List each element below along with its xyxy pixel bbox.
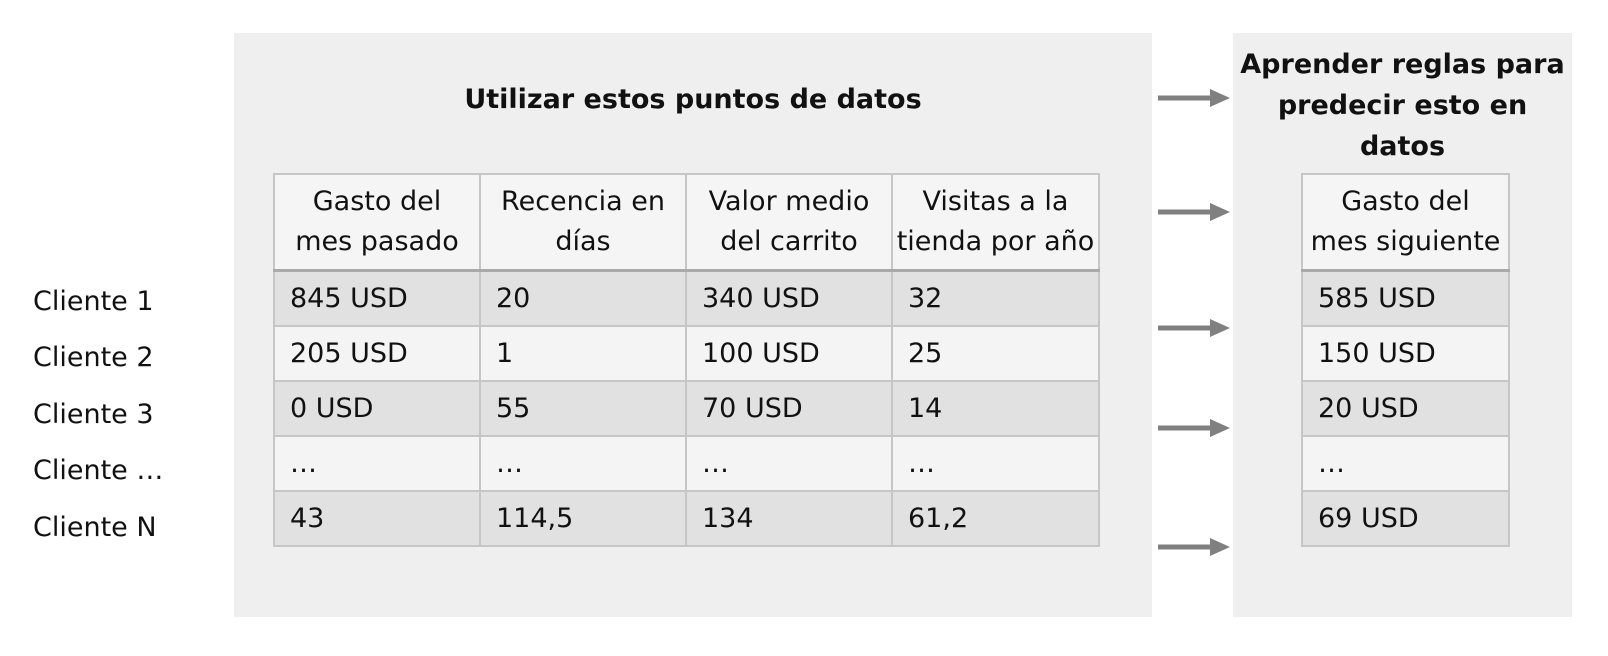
table-cell: 20 USD — [1301, 380, 1510, 437]
input-data-table: Gasto del mes pasado Recencia en días Valo… — [273, 173, 1100, 547]
table-cell: 69 USD — [1301, 490, 1510, 547]
right-arrow-icon — [1158, 538, 1230, 556]
right-arrow-icon — [1158, 203, 1230, 221]
table-cell: 114,5 — [479, 490, 687, 547]
table-row: 69 USD — [1301, 490, 1510, 547]
table-header-row: Gasto del mes siguiente — [1301, 173, 1510, 272]
table-cell: 100 USD — [685, 325, 893, 382]
table-cell: 14 — [891, 380, 1100, 437]
table-row: … — [1301, 435, 1510, 492]
table-cell: 585 USD — [1301, 269, 1510, 327]
table-row: 585 USD — [1301, 269, 1510, 327]
table-row: 150 USD — [1301, 325, 1510, 382]
table-row: 0 USD 55 70 USD 14 — [273, 380, 1100, 437]
table-cell: … — [273, 435, 481, 492]
target-data-table: Gasto del mes siguiente 585 USD 150 USD 2… — [1301, 173, 1510, 547]
table-cell: 70 USD — [685, 380, 893, 437]
input-panel-title: Utilizar estos puntos de datos — [464, 84, 922, 115]
table-cell: 340 USD — [685, 269, 893, 327]
row-label: Cliente N — [33, 511, 157, 543]
column-header: Visitas a la tienda por año — [891, 173, 1100, 272]
column-header: Recencia en días — [479, 173, 687, 272]
table-cell: 845 USD — [273, 269, 481, 327]
table-row: 205 USD 1 100 USD 25 — [273, 325, 1100, 382]
row-label: Cliente 1 — [33, 286, 154, 317]
table-row: 20 USD — [1301, 380, 1510, 437]
table-cell: … — [479, 435, 687, 492]
table-cell: 61,2 — [891, 490, 1100, 547]
row-label: Cliente … — [33, 455, 164, 487]
table-cell: 25 — [891, 325, 1100, 382]
table-cell: 43 — [273, 490, 481, 547]
table-cell: … — [891, 435, 1100, 492]
row-labels: Cliente 1 Cliente 2 Cliente 3 Cliente … … — [33, 274, 163, 556]
table-cell: 205 USD — [273, 325, 481, 382]
table-cell: 134 — [685, 490, 893, 547]
output-title-line: predecir esto en datos — [1277, 90, 1528, 162]
right-arrow-icon — [1158, 89, 1230, 107]
right-arrow-icon — [1158, 319, 1230, 337]
table-cell: 150 USD — [1301, 325, 1510, 382]
table-cell: 1 — [479, 325, 687, 382]
column-header: Valor medio del carrito — [685, 173, 893, 272]
table-header-row: Gasto del mes pasado Recencia en días Valo… — [273, 173, 1100, 272]
table-row: … … … … — [273, 435, 1100, 492]
table-cell: 55 — [479, 380, 687, 437]
table-row: 43 114,5 134 61,2 — [273, 490, 1100, 547]
table-row: 845 USD 20 340 USD 32 — [273, 269, 1100, 327]
table-cell: 20 — [479, 269, 687, 327]
table-cell: … — [1301, 435, 1510, 492]
table-cell: 32 — [891, 269, 1100, 327]
column-header: Gasto del mes pasado — [273, 173, 481, 272]
right-arrow-icon — [1158, 419, 1230, 437]
column-header: Gasto del mes siguiente — [1301, 173, 1510, 272]
row-label: Cliente 3 — [33, 398, 154, 430]
output-title-line: Aprender reglas para — [1240, 49, 1565, 80]
table-cell: 0 USD — [273, 380, 481, 437]
row-label: Cliente 2 — [33, 342, 154, 374]
table-cell: … — [685, 435, 893, 492]
